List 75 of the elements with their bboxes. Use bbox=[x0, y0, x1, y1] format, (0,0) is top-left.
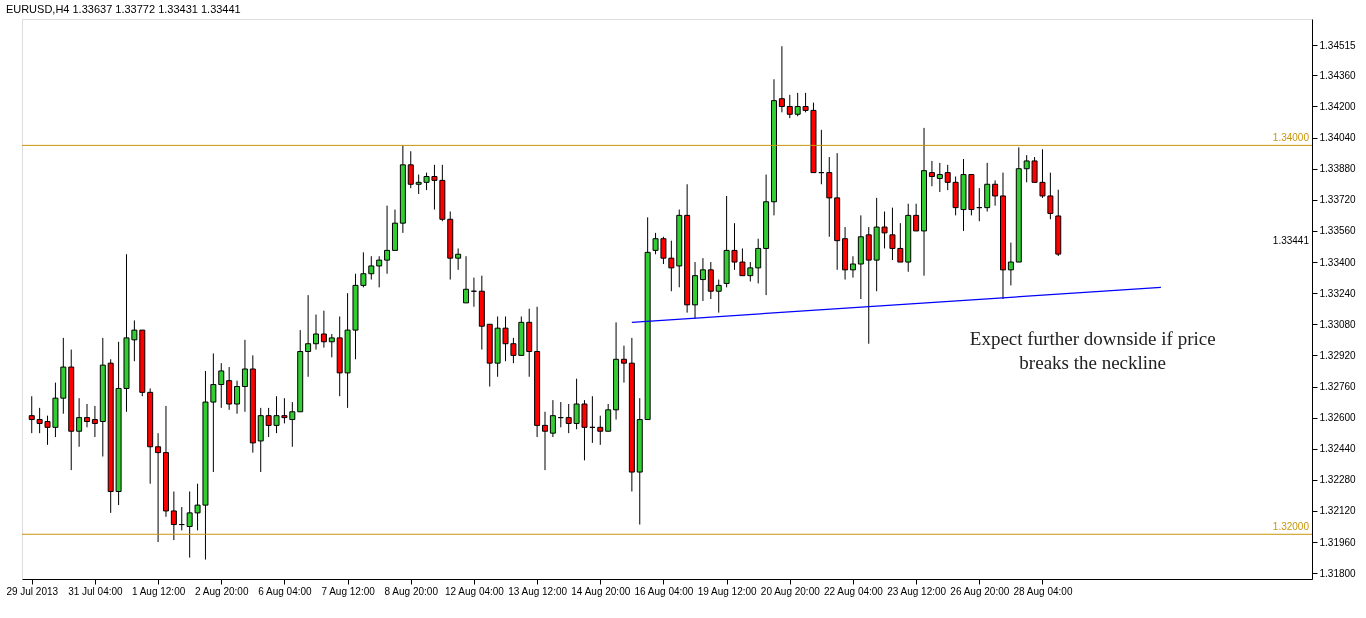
candlestick bbox=[234, 380, 241, 415]
ref-line-label: 1.34000 bbox=[1272, 132, 1310, 144]
y-tick-label: 1.33720 bbox=[1319, 194, 1357, 206]
candlestick bbox=[376, 255, 383, 288]
x-tick-label: 1 Aug 12:00 bbox=[131, 585, 186, 597]
candlestick bbox=[305, 294, 312, 378]
y-tick-label: 1.31960 bbox=[1319, 536, 1357, 548]
y-tick-label: 1.34360 bbox=[1319, 69, 1357, 81]
annotation: Expect further downside if price breaks the neckline bbox=[969, 327, 1216, 373]
y-tick-label: 1.32120 bbox=[1319, 505, 1357, 517]
x-tick-label: 26 Aug 20:00 bbox=[950, 585, 1010, 597]
annotation: 1.33441 bbox=[1272, 234, 1310, 246]
candlestick bbox=[786, 94, 793, 119]
y-tick-label: 1.33080 bbox=[1319, 318, 1357, 330]
y-tick-label: 1.34200 bbox=[1319, 101, 1357, 112]
y-tick-label: 1.32760 bbox=[1319, 381, 1357, 392]
x-tick-label: 6 Aug 04:00 bbox=[258, 585, 313, 597]
candlestick bbox=[91, 405, 98, 438]
candlestick bbox=[597, 415, 604, 446]
candlestick bbox=[463, 255, 470, 304]
candlestick bbox=[984, 162, 991, 212]
x-tick-label: 20 Aug 20:00 bbox=[760, 585, 821, 597]
y-tick-label: 1.32920 bbox=[1319, 349, 1357, 361]
candlestick bbox=[1007, 242, 1014, 286]
candlestick bbox=[328, 333, 335, 358]
candlestick bbox=[936, 162, 943, 193]
candlestick bbox=[755, 238, 762, 284]
candlestick bbox=[455, 247, 462, 271]
x-tick-label: 13 Aug 12:00 bbox=[508, 585, 568, 597]
candlestick bbox=[715, 279, 722, 314]
candlestick bbox=[849, 255, 856, 279]
candlestick bbox=[992, 179, 999, 207]
y-tick-label: 1.33240 bbox=[1319, 287, 1357, 299]
x-tick-label: 7 Aug 12:00 bbox=[321, 585, 376, 597]
x-tick-label: 29 Jul 2013 bbox=[6, 585, 59, 597]
candlestick bbox=[76, 397, 83, 448]
y-tick-label: 1.33880 bbox=[1319, 163, 1357, 175]
x-tick-label: 28 Aug 04:00 bbox=[1013, 585, 1073, 597]
y-tick-label: 1.32600 bbox=[1319, 412, 1357, 424]
x-tick-label: 19 Aug 12:00 bbox=[697, 585, 758, 597]
x-tick-label: 16 Aug 04:00 bbox=[634, 585, 694, 597]
candlestick bbox=[313, 314, 320, 351]
y-tick-label: 1.34040 bbox=[1319, 132, 1357, 144]
ref-line-label: 1.32000 bbox=[1272, 521, 1310, 533]
candlestick bbox=[699, 257, 706, 302]
x-tick-label: 12 Aug 04:00 bbox=[444, 585, 505, 597]
x-tick-label: 31 Jul 04:00 bbox=[68, 585, 124, 597]
candlestick bbox=[542, 411, 548, 471]
x-tick-label: 2 Aug 20:00 bbox=[195, 585, 249, 597]
candlestick bbox=[320, 310, 327, 349]
candlestick bbox=[384, 205, 391, 275]
candlestick bbox=[241, 339, 248, 413]
candlestick bbox=[778, 45, 785, 113]
chart-title: EURUSD,H4 1.33637 1.33772 1.33431 1.33441 bbox=[5, 3, 241, 15]
y-tick-label: 1.34515 bbox=[1319, 39, 1357, 51]
x-tick-label: 14 Aug 20:00 bbox=[571, 585, 631, 597]
candlestick bbox=[226, 366, 233, 411]
y-tick-label: 1.33400 bbox=[1319, 256, 1357, 268]
candlestick bbox=[913, 203, 920, 232]
candlestick bbox=[170, 491, 177, 541]
candlestick bbox=[407, 150, 414, 189]
candlestick bbox=[84, 403, 91, 428]
y-tick-label: 1.31800 bbox=[1319, 567, 1357, 579]
y-tick-label: 1.33560 bbox=[1319, 225, 1357, 237]
x-tick-label: 22 Aug 04:00 bbox=[823, 585, 884, 597]
candlestick bbox=[549, 399, 556, 438]
x-tick-label: 8 Aug 20:00 bbox=[384, 585, 439, 597]
x-tick-label: 23 Aug 12:00 bbox=[887, 585, 947, 597]
candlestick bbox=[928, 160, 935, 187]
candlestick bbox=[605, 403, 612, 432]
candlestick bbox=[155, 432, 162, 543]
y-tick-label: 1.32280 bbox=[1319, 474, 1357, 486]
candlestick bbox=[707, 261, 714, 300]
candlestick bbox=[620, 345, 627, 384]
y-tick-label: 1.32440 bbox=[1319, 443, 1357, 455]
